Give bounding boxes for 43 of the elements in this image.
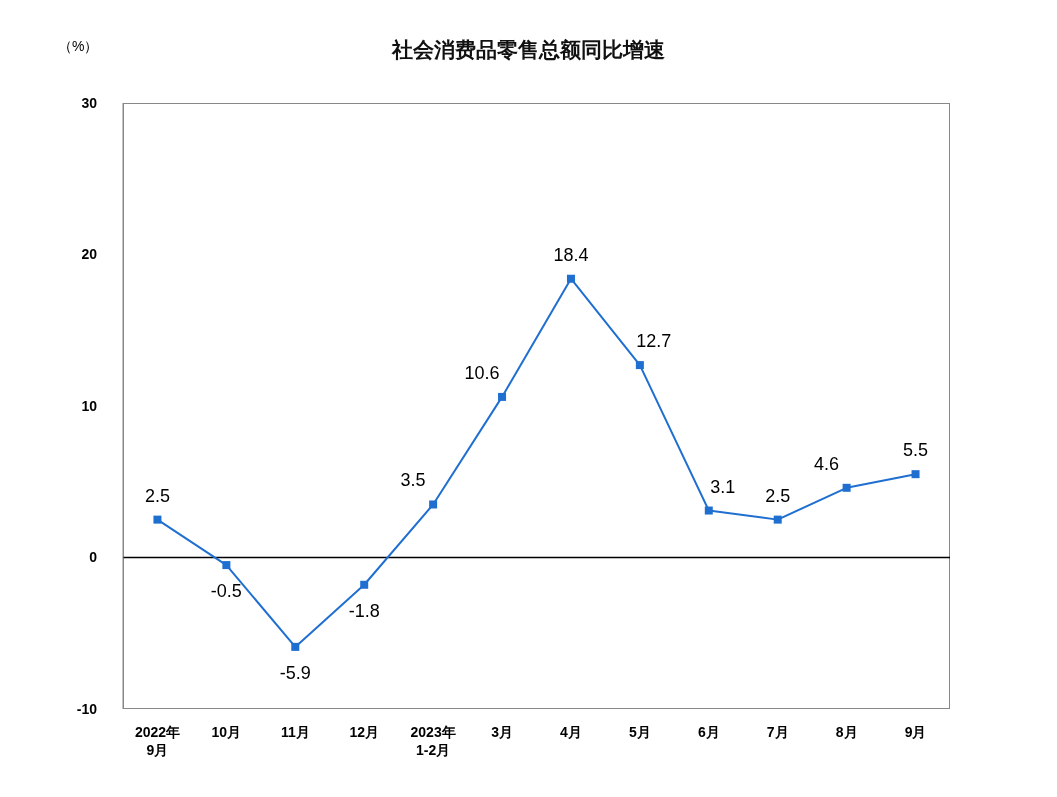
y-tick-label: 30 <box>81 94 98 111</box>
point <box>429 500 438 509</box>
x-tick-label: 10月 <box>211 724 242 740</box>
y-tick-label: 0 <box>89 549 98 566</box>
data-label: 4.6 <box>814 453 840 474</box>
x-tick-label: 4月 <box>560 724 582 740</box>
x-tick-label: 3月 <box>491 724 513 740</box>
data-label: 12.7 <box>636 331 672 352</box>
x-tick-label: 12月 <box>349 724 379 740</box>
point <box>222 561 231 570</box>
y-tick-label: 20 <box>81 246 98 263</box>
point <box>911 470 920 479</box>
x-tick-label: 9月 <box>904 724 927 740</box>
data-label: 2.5 <box>765 485 791 506</box>
data-label: 2.5 <box>144 485 170 506</box>
y-tick-label: 10 <box>81 397 98 414</box>
x-tick-label: 7月 <box>766 724 789 740</box>
data-label: 3.5 <box>400 470 426 491</box>
point <box>842 483 851 492</box>
chart-title: 社会消费品零售总额同比增速 <box>392 38 665 61</box>
data-label: 10.6 <box>464 362 500 383</box>
point <box>773 515 782 524</box>
y-axis-title: （%） <box>58 38 99 56</box>
point <box>498 392 507 401</box>
x-tick-label: 2022年 9月 <box>134 724 181 758</box>
data-label: 3.1 <box>710 476 736 497</box>
data-label: -0.5 <box>210 581 242 602</box>
x-tick-label: 2023年 1-2月 <box>410 724 456 758</box>
data-label: -5.9 <box>279 662 311 683</box>
y-tick-label: -10 <box>76 700 98 717</box>
point <box>360 580 369 589</box>
x-tick-label: 6月 <box>697 724 720 740</box>
data-label: 18.4 <box>553 244 589 265</box>
point <box>153 515 162 524</box>
data-label: 5.5 <box>903 440 929 461</box>
point <box>635 361 644 370</box>
data-label: -1.8 <box>348 600 380 621</box>
x-tick-label: 8月 <box>835 724 858 740</box>
point <box>704 506 713 515</box>
point <box>566 274 575 283</box>
x-tick-label: 11月 <box>280 724 310 740</box>
x-tick-label: 5月 <box>628 724 651 740</box>
point <box>291 642 300 651</box>
